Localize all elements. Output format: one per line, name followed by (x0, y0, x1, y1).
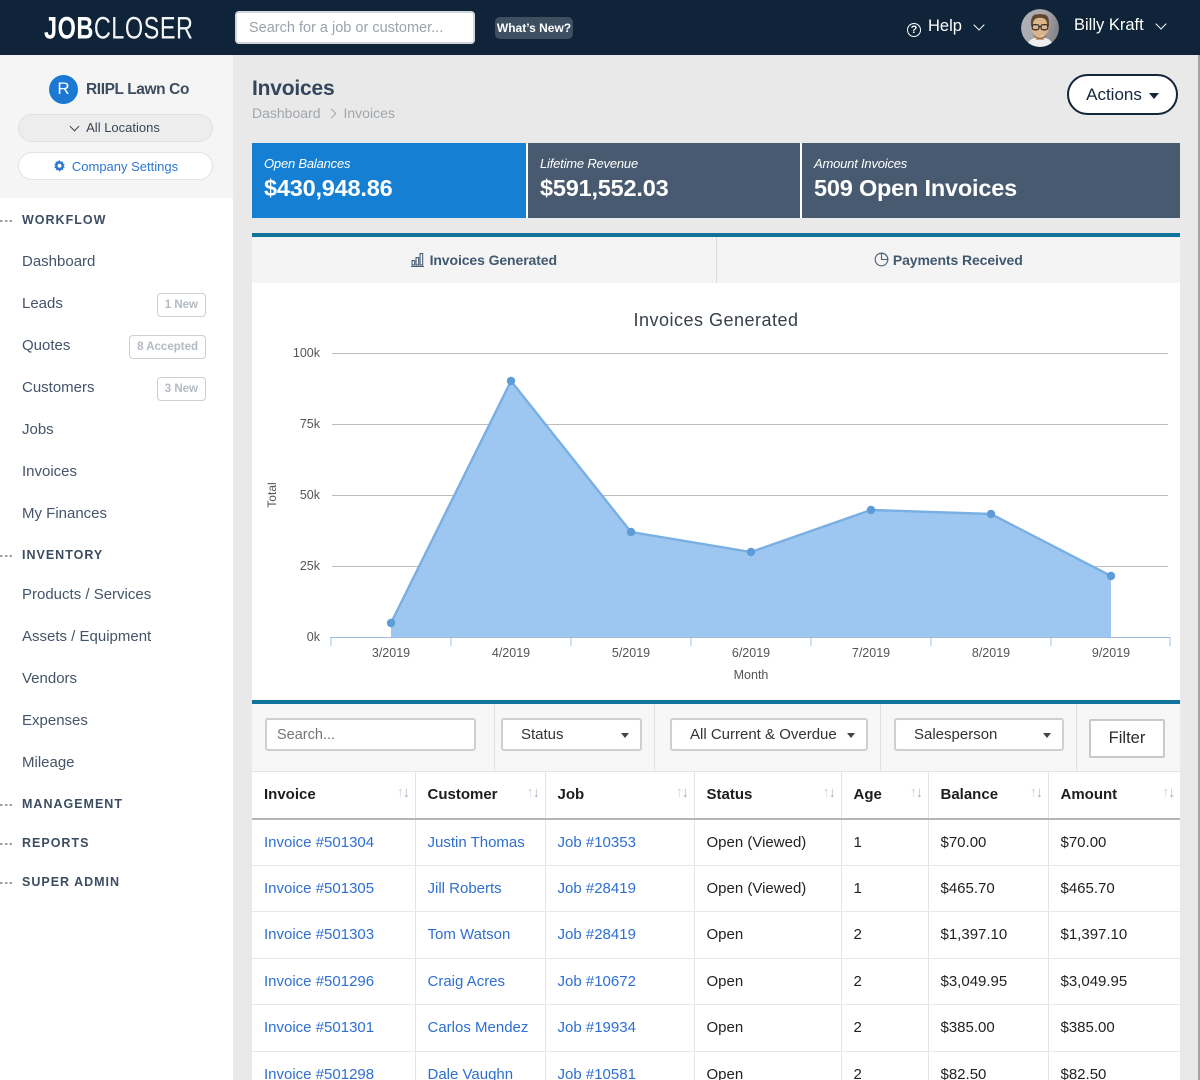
svg-text:7/2019: 7/2019 (852, 646, 890, 660)
svg-text:6/2019: 6/2019 (732, 646, 770, 660)
svg-text:9/2019: 9/2019 (1092, 646, 1130, 660)
svg-text:75k: 75k (300, 417, 321, 431)
svg-text:Month: Month (734, 668, 769, 682)
svg-text:4/2019: 4/2019 (492, 646, 530, 660)
svg-text:50k: 50k (300, 488, 321, 502)
svg-text:3/2019: 3/2019 (372, 646, 410, 660)
svg-text:Invoices Generated: Invoices Generated (633, 310, 798, 330)
svg-text:Total: Total (265, 482, 279, 507)
svg-text:0k: 0k (307, 630, 321, 644)
svg-text:25k: 25k (300, 559, 321, 573)
svg-text:100k: 100k (293, 346, 321, 360)
svg-text:8/2019: 8/2019 (972, 646, 1010, 660)
svg-text:5/2019: 5/2019 (612, 646, 650, 660)
